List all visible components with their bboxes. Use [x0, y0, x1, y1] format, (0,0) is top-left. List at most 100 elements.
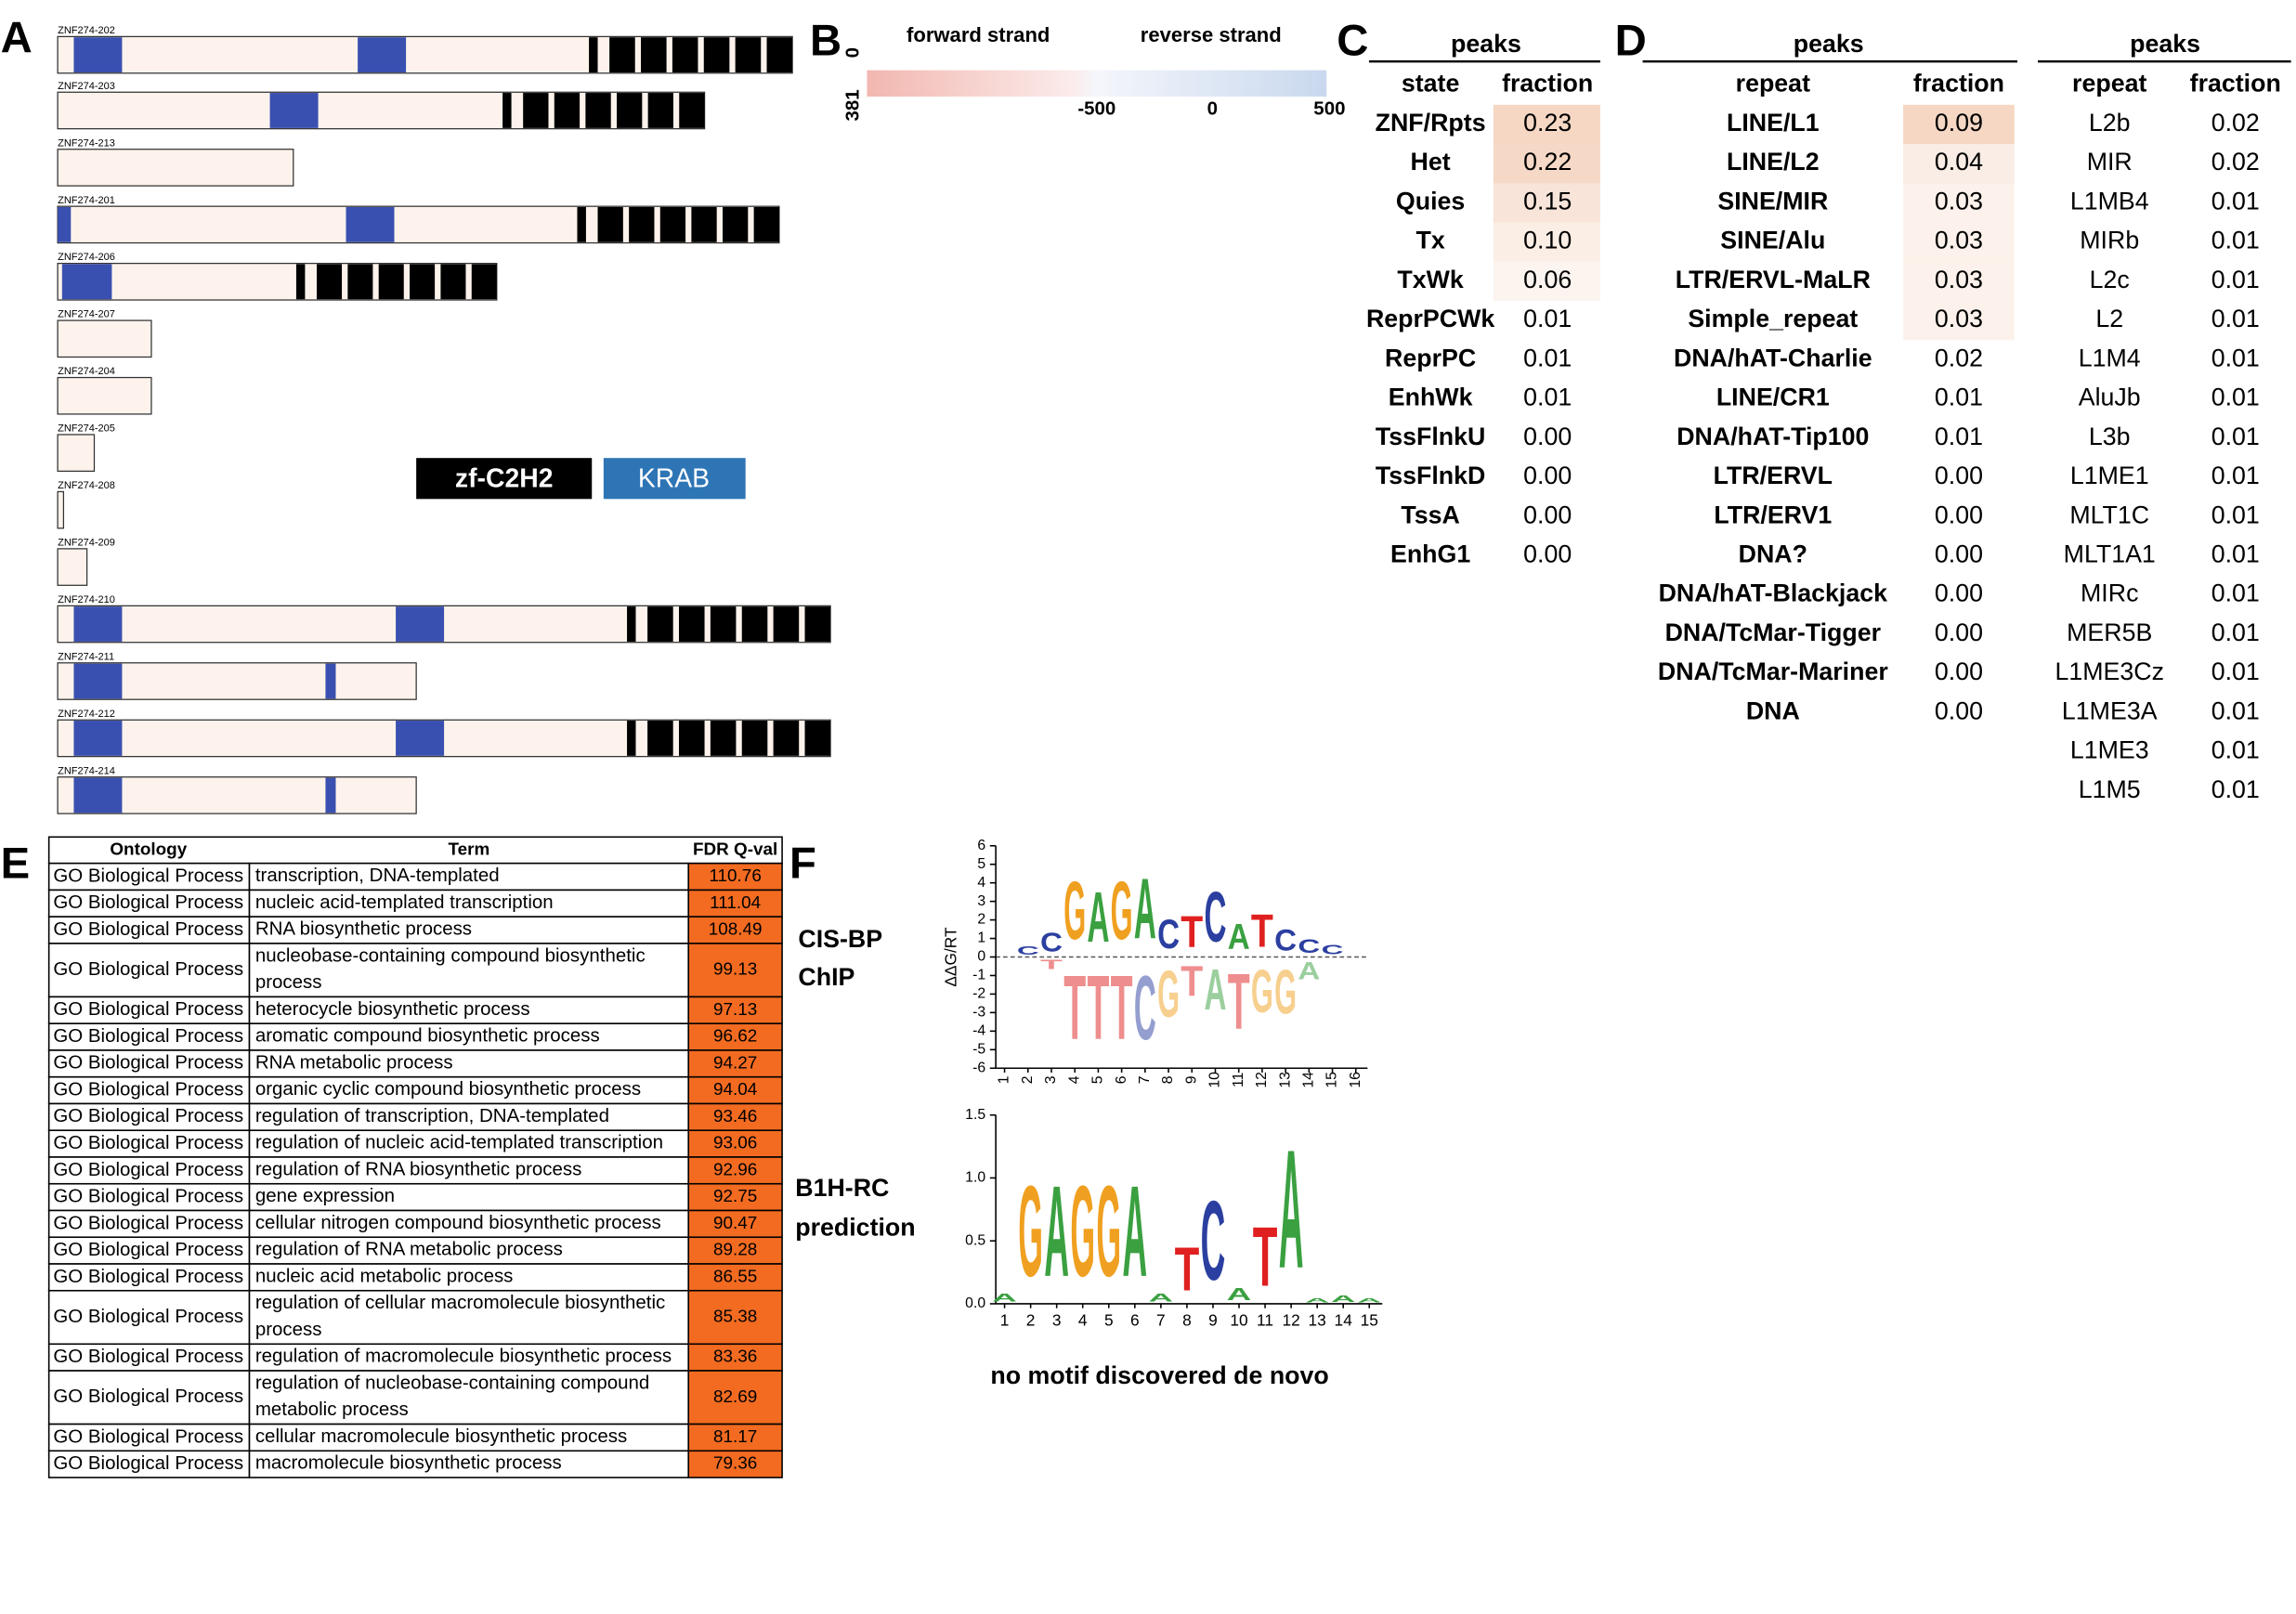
legend-swatch — [416, 458, 593, 500]
logo-letter: A — [1122, 1159, 1147, 1304]
go-term: regulation of RNA metabolic process — [255, 1239, 563, 1260]
qval: 96.62 — [713, 1027, 757, 1047]
table-cell — [47, 1370, 251, 1425]
y-tick-label: -2 — [972, 986, 985, 1002]
row-label: MER5B — [2067, 618, 2152, 646]
krab-domain — [346, 206, 395, 242]
logo-letter: C — [1017, 944, 1039, 957]
table-cell — [248, 1263, 690, 1292]
row-label: L3b — [2089, 423, 2131, 450]
position-tick: 500 — [1313, 98, 1345, 120]
row-label: EnhG1 — [1390, 540, 1470, 568]
znf-domain — [678, 606, 705, 642]
table-text: Ontology Term FDR Q-val transcription, DNA-… — [53, 840, 777, 1474]
table-cell — [47, 916, 251, 944]
transcript-name: ZNF274-211 — [58, 651, 114, 662]
logo-letter: A — [1228, 916, 1250, 957]
fraction-value: 0.01 — [2211, 579, 2260, 607]
fraction-value: 0.03 — [1935, 305, 1983, 332]
logo-letter: G — [1018, 1158, 1043, 1304]
x-tick-label: 10 — [1230, 1310, 1247, 1329]
logo-letter: G — [1070, 1158, 1095, 1304]
table-title: peaks — [1794, 30, 1864, 58]
method-label: B1H-RC — [795, 1174, 889, 1202]
fraction-value: 0.00 — [1935, 696, 1983, 724]
row-label: L1ME3A — [2062, 696, 2158, 724]
x-tick-label: 8 — [1182, 1310, 1192, 1329]
ontology: GO Biological Process — [53, 998, 243, 1020]
qval: 92.96 — [713, 1160, 757, 1179]
panel-label: E — [1, 839, 31, 888]
x-tick-label: 11 — [1257, 1310, 1273, 1329]
qval: 94.04 — [713, 1080, 757, 1100]
table-cell — [47, 889, 251, 918]
fraction-value: 0.01 — [1523, 384, 1572, 411]
row-label: L1ME3 — [2070, 736, 2149, 764]
column-header: fraction — [2190, 69, 2281, 97]
logo-letter: A — [1134, 861, 1156, 957]
row-label: LTR/ERVL-MaLR — [1676, 266, 1871, 293]
go-term: regulation of cellular macromolecule bio… — [255, 1293, 671, 1341]
fraction-value: 0.01 — [2211, 501, 2260, 528]
transcript-box — [57, 376, 152, 415]
qval: 90.47 — [713, 1214, 757, 1233]
fraction-value: 0.01 — [1935, 423, 1983, 450]
qval-cell — [687, 1102, 783, 1132]
fraction-value: 0.00 — [1523, 540, 1572, 568]
fraction-value: 0.00 — [1523, 423, 1572, 450]
logo-letter: C — [1201, 1179, 1226, 1305]
table-cell — [248, 916, 690, 944]
znf-domain — [691, 206, 717, 242]
logo-letter: G — [1063, 866, 1086, 957]
go-term: regulation of macromolecule biosynthetic… — [255, 1346, 672, 1367]
logo-letter: T — [1251, 905, 1273, 957]
row-label: SINE/Alu — [1720, 227, 1825, 254]
row-label: L1MB4 — [2070, 187, 2149, 215]
row-label: Quies — [1396, 187, 1465, 215]
go-term: regulation of nucleic acid-templated tra… — [255, 1132, 663, 1153]
fraction-cell — [1903, 261, 2015, 301]
table-title: peaks — [1451, 30, 1521, 58]
row-tick: 381 — [842, 89, 864, 121]
qval-cell — [687, 1209, 783, 1239]
qval: 79.36 — [713, 1454, 757, 1474]
krab-domain — [269, 93, 319, 128]
logo-letter: A — [1087, 877, 1109, 957]
table-cell — [248, 1423, 690, 1452]
table-cell — [47, 1263, 251, 1292]
table-title: peaks — [2130, 30, 2200, 58]
logo-letter: G — [1157, 957, 1180, 1032]
x-tick-label: 4 — [1066, 1075, 1082, 1084]
logo-letter: T — [1040, 957, 1063, 972]
row-label: TssFlnkD — [1376, 462, 1485, 489]
row-label: LINE/CR1 — [1716, 384, 1830, 411]
fraction-value: 0.00 — [1935, 657, 1983, 685]
ontology: GO Biological Process — [53, 1132, 243, 1153]
logo-letter: A — [1305, 1297, 1330, 1304]
table-cell — [47, 1236, 251, 1265]
fraction-value: 0.00 — [1935, 618, 1983, 646]
qval: 110.76 — [709, 866, 761, 886]
row-label: EnhWk — [1389, 384, 1473, 411]
go-term: cellular macromolecule biosynthetic proc… — [255, 1425, 627, 1447]
row-label: MIRc — [2081, 579, 2138, 607]
qval: 85.38 — [713, 1308, 757, 1327]
y-tick-label: 0.5 — [965, 1232, 985, 1248]
method-label: prediction — [795, 1214, 915, 1242]
fraction-value: 0.01 — [2211, 227, 2260, 254]
logo-letter: C — [1274, 923, 1297, 957]
logo-letter: T — [1063, 957, 1086, 1059]
table-cell — [248, 1102, 690, 1132]
transcript-name: ZNF274-203 — [58, 81, 115, 92]
row-label: ReprPC — [1385, 344, 1476, 371]
logo-letter: A — [992, 1291, 1017, 1304]
row-label: L2c — [2090, 266, 2130, 293]
qval: 97.13 — [713, 1000, 757, 1020]
transcript-name: ZNF274-209 — [58, 537, 115, 548]
qval-cell — [687, 1450, 783, 1478]
znf-domain — [647, 606, 673, 642]
note: no motif discovered de novo — [990, 1361, 1328, 1389]
fraction-value: 0.03 — [1935, 266, 1983, 293]
ontology: GO Biological Process — [53, 1239, 243, 1260]
